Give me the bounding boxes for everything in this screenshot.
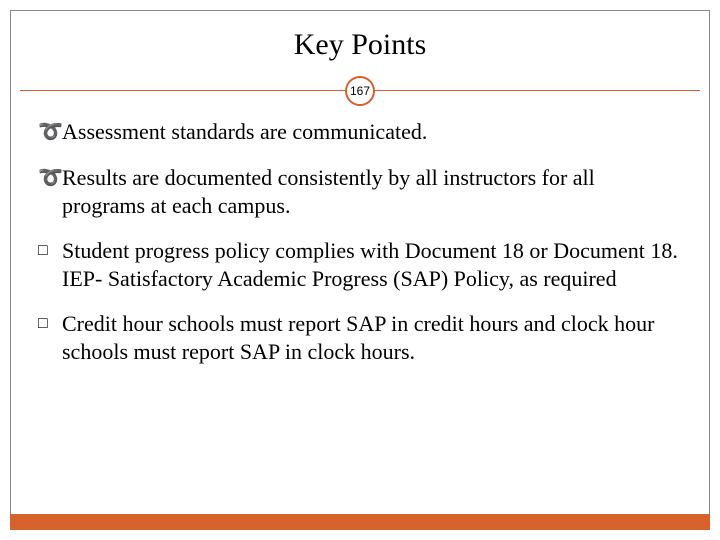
divider-row: 167	[10, 74, 710, 108]
slide: Key Points 167 ➰ Assessment standards ar…	[0, 0, 720, 540]
bottom-accent-bar	[10, 514, 710, 530]
page-number-badge: 167	[345, 76, 375, 106]
